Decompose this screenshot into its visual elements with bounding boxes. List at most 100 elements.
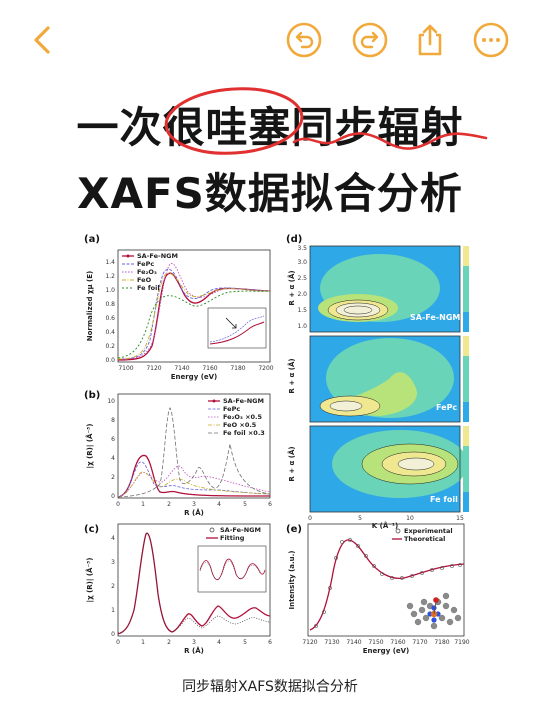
svg-text:Fe foil ×0.3: Fe foil ×0.3 <box>223 429 265 437</box>
svg-text:FePc: FePc <box>137 260 154 268</box>
panel-a-label: (a) <box>84 234 100 245</box>
svg-text:10: 10 <box>107 398 115 405</box>
svg-text:4: 4 <box>111 535 115 542</box>
svg-text:15: 15 <box>456 515 464 522</box>
title-line-1: 一次很哇塞同步辐射 <box>76 103 464 152</box>
svg-text:2.0: 2.0 <box>297 291 307 298</box>
panel-d: (d) R + α (Å) R + α (Å) R + α (Å) 1.0 1.… <box>286 234 469 530</box>
svg-text:R (Å): R (Å) <box>184 646 204 655</box>
svg-text:Theoretical: Theoretical <box>404 535 445 543</box>
title-line-2: XAFS数据拟合分析 <box>77 169 463 218</box>
svg-text:Fe foil: Fe foil <box>137 284 160 292</box>
svg-text:Experimental: Experimental <box>404 527 453 535</box>
undo-icon[interactable] <box>286 22 322 58</box>
panel-b-legend: SA-Fe-NGM FePc Fe₂O₃ ×0.5 FeO ×0.5 Fe fo… <box>208 397 265 437</box>
svg-text:R + α (Å): R + α (Å) <box>287 446 296 481</box>
svg-text:0: 0 <box>308 515 312 522</box>
svg-text:K (Å⁻¹): K (Å⁻¹) <box>372 521 398 530</box>
svg-text:Energy (eV): Energy (eV) <box>171 373 218 381</box>
molecule-illustration <box>406 592 462 630</box>
redo-icon[interactable] <box>352 22 388 58</box>
svg-text:2: 2 <box>167 501 171 508</box>
svg-text:Fe₂O₃ ×0.5: Fe₂O₃ ×0.5 <box>223 413 263 421</box>
svg-text:4: 4 <box>111 455 115 462</box>
svg-text:Normalized χμ (E): Normalized χμ (E) <box>86 271 94 342</box>
svg-text:7160: 7160 <box>390 639 405 646</box>
svg-text:7200: 7200 <box>258 365 273 372</box>
svg-text:1.0: 1.0 <box>105 287 115 294</box>
svg-text:7180: 7180 <box>434 639 449 646</box>
svg-text:1.4: 1.4 <box>105 259 115 266</box>
toolbar <box>0 0 540 80</box>
share-icon[interactable] <box>412 22 448 58</box>
svg-text:R + α (Å): R + α (Å) <box>287 358 296 393</box>
svg-text:3: 3 <box>192 639 196 646</box>
svg-text:4: 4 <box>217 501 221 508</box>
svg-text:4: 4 <box>217 639 221 646</box>
svg-text:SA-Fe-NGM: SA-Fe-NGM <box>410 313 460 322</box>
svg-text:7160: 7160 <box>202 365 217 372</box>
svg-text:2: 2 <box>111 474 115 481</box>
svg-text:2: 2 <box>167 639 171 646</box>
panel-e-label: (e) <box>286 524 302 535</box>
svg-text:0.0: 0.0 <box>105 357 115 364</box>
svg-text:1: 1 <box>141 501 145 508</box>
svg-text:0.6: 0.6 <box>105 315 115 322</box>
svg-text:7140: 7140 <box>174 365 189 372</box>
svg-text:R (Å): R (Å) <box>184 508 204 517</box>
panel-a-legend: SA-Fe-NGM FePc Fe₂O₃ FeO Fe foil <box>122 252 178 292</box>
svg-text:0: 0 <box>111 631 115 638</box>
svg-text:7190: 7190 <box>454 639 469 646</box>
xafs-figure: (a) 0.0 0.2 0.4 0.6 0.8 1.0 1.2 1.4 7100… <box>80 228 480 658</box>
svg-text:7150: 7150 <box>368 639 383 646</box>
svg-text:0: 0 <box>111 493 115 500</box>
svg-text:1: 1 <box>111 607 115 614</box>
svg-text:7130: 7130 <box>324 639 339 646</box>
svg-text:SA-Fe-NGM: SA-Fe-NGM <box>137 252 178 260</box>
panel-d-label: (d) <box>286 234 302 245</box>
svg-text:0.2: 0.2 <box>105 343 115 350</box>
svg-text:|χ (R)| (Å⁻³): |χ (R)| (Å⁻³) <box>85 558 95 603</box>
svg-text:Fe₂O₃: Fe₂O₃ <box>137 268 157 276</box>
panel-e-legend: Experimental Theoretical <box>392 527 453 543</box>
svg-text:1.0: 1.0 <box>297 323 307 330</box>
svg-text:FePc: FePc <box>436 403 457 412</box>
svg-text:Fe foil: Fe foil <box>430 495 458 504</box>
svg-text:5: 5 <box>243 501 247 508</box>
svg-text:3.0: 3.0 <box>297 259 307 266</box>
svg-text:7180: 7180 <box>230 365 245 372</box>
svg-text:R + α (Å): R + α (Å) <box>287 270 296 305</box>
svg-text:8: 8 <box>111 417 115 424</box>
svg-text:SA-Fe-NGM: SA-Fe-NGM <box>220 526 261 534</box>
svg-text:|χ (R)| (Å⁻³): |χ (R)| (Å⁻³) <box>85 424 95 469</box>
svg-text:SA-Fe-NGM: SA-Fe-NGM <box>223 397 264 405</box>
svg-text:1.2: 1.2 <box>105 273 115 280</box>
more-icon[interactable] <box>473 22 509 58</box>
svg-text:1: 1 <box>141 639 145 646</box>
panel-c-legend: SA-Fe-NGM Fitting <box>206 526 261 542</box>
svg-text:0: 0 <box>116 501 120 508</box>
svg-text:Intensity (a.u.): Intensity (a.u.) <box>288 550 296 609</box>
panel-c-label: (c) <box>84 524 99 535</box>
panel-c: (c) 0 1 2 3 4 0 1 2 3 4 5 6 R (Å) |χ (R)… <box>84 523 272 655</box>
svg-text:6: 6 <box>268 639 272 646</box>
svg-text:0.4: 0.4 <box>105 329 115 336</box>
panel-b: (b) 0 2 4 6 8 10 0 1 2 3 4 5 6 R (Å) |χ … <box>84 390 272 517</box>
svg-text:2.5: 2.5 <box>297 275 307 282</box>
svg-text:FeO ×0.5: FeO ×0.5 <box>223 421 257 429</box>
svg-text:3.5: 3.5 <box>297 245 307 252</box>
svg-text:3: 3 <box>111 559 115 566</box>
svg-text:3: 3 <box>192 501 196 508</box>
svg-text:10: 10 <box>406 515 414 522</box>
svg-text:5: 5 <box>358 515 362 522</box>
svg-text:6: 6 <box>268 501 272 508</box>
panel-e: (e) Intensity (a.u.) 7120 7130 7140 7150… <box>286 523 470 655</box>
svg-text:0.8: 0.8 <box>105 301 115 308</box>
chevron-left-icon[interactable] <box>26 22 62 58</box>
svg-text:FePc: FePc <box>223 405 240 413</box>
highlight-circle <box>164 87 304 155</box>
highlight-underline <box>292 132 488 150</box>
svg-text:1.5: 1.5 <box>297 307 307 314</box>
svg-text:7120: 7120 <box>146 365 161 372</box>
svg-text:7140: 7140 <box>346 639 361 646</box>
